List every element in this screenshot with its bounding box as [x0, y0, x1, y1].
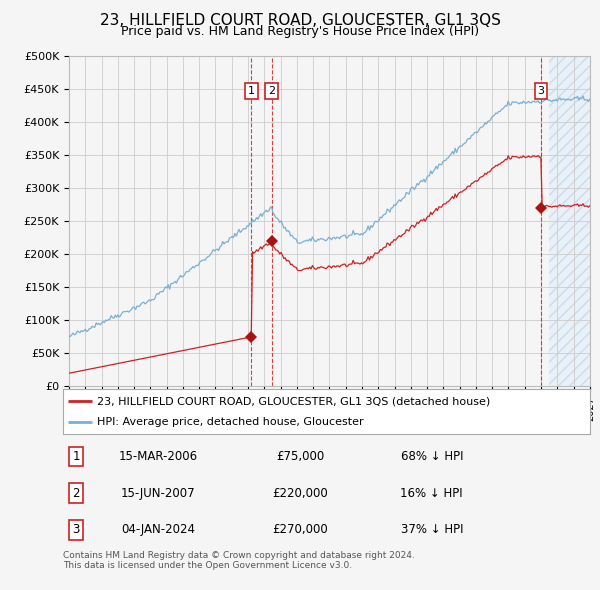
Bar	[549, 56, 590, 386]
Text: 23, HILLFIELD COURT ROAD, GLOUCESTER, GL1 3QS: 23, HILLFIELD COURT ROAD, GLOUCESTER, GL…	[100, 13, 500, 28]
Text: 2: 2	[268, 86, 275, 96]
Text: 04-JAN-2024: 04-JAN-2024	[121, 523, 195, 536]
Text: 2: 2	[73, 487, 80, 500]
Text: 1: 1	[248, 86, 255, 96]
Text: Price paid vs. HM Land Registry's House Price Index (HPI): Price paid vs. HM Land Registry's House …	[121, 25, 479, 38]
Text: £220,000: £220,000	[272, 487, 328, 500]
Text: £75,000: £75,000	[276, 450, 324, 463]
Text: 16% ↓ HPI: 16% ↓ HPI	[400, 487, 463, 500]
Text: HPI: Average price, detached house, Gloucester: HPI: Average price, detached house, Glou…	[97, 417, 364, 427]
Text: 3: 3	[73, 523, 80, 536]
Text: £270,000: £270,000	[272, 523, 328, 536]
Text: 15-JUN-2007: 15-JUN-2007	[121, 487, 195, 500]
Text: 3: 3	[538, 86, 545, 96]
Bar	[549, 56, 590, 386]
Text: Contains HM Land Registry data © Crown copyright and database right 2024.
This d: Contains HM Land Registry data © Crown c…	[63, 551, 415, 571]
Text: 68% ↓ HPI: 68% ↓ HPI	[401, 450, 463, 463]
Text: 37% ↓ HPI: 37% ↓ HPI	[401, 523, 463, 536]
Text: 23, HILLFIELD COURT ROAD, GLOUCESTER, GL1 3QS (detached house): 23, HILLFIELD COURT ROAD, GLOUCESTER, GL…	[97, 396, 490, 407]
Text: 15-MAR-2006: 15-MAR-2006	[118, 450, 197, 463]
Text: 1: 1	[73, 450, 80, 463]
